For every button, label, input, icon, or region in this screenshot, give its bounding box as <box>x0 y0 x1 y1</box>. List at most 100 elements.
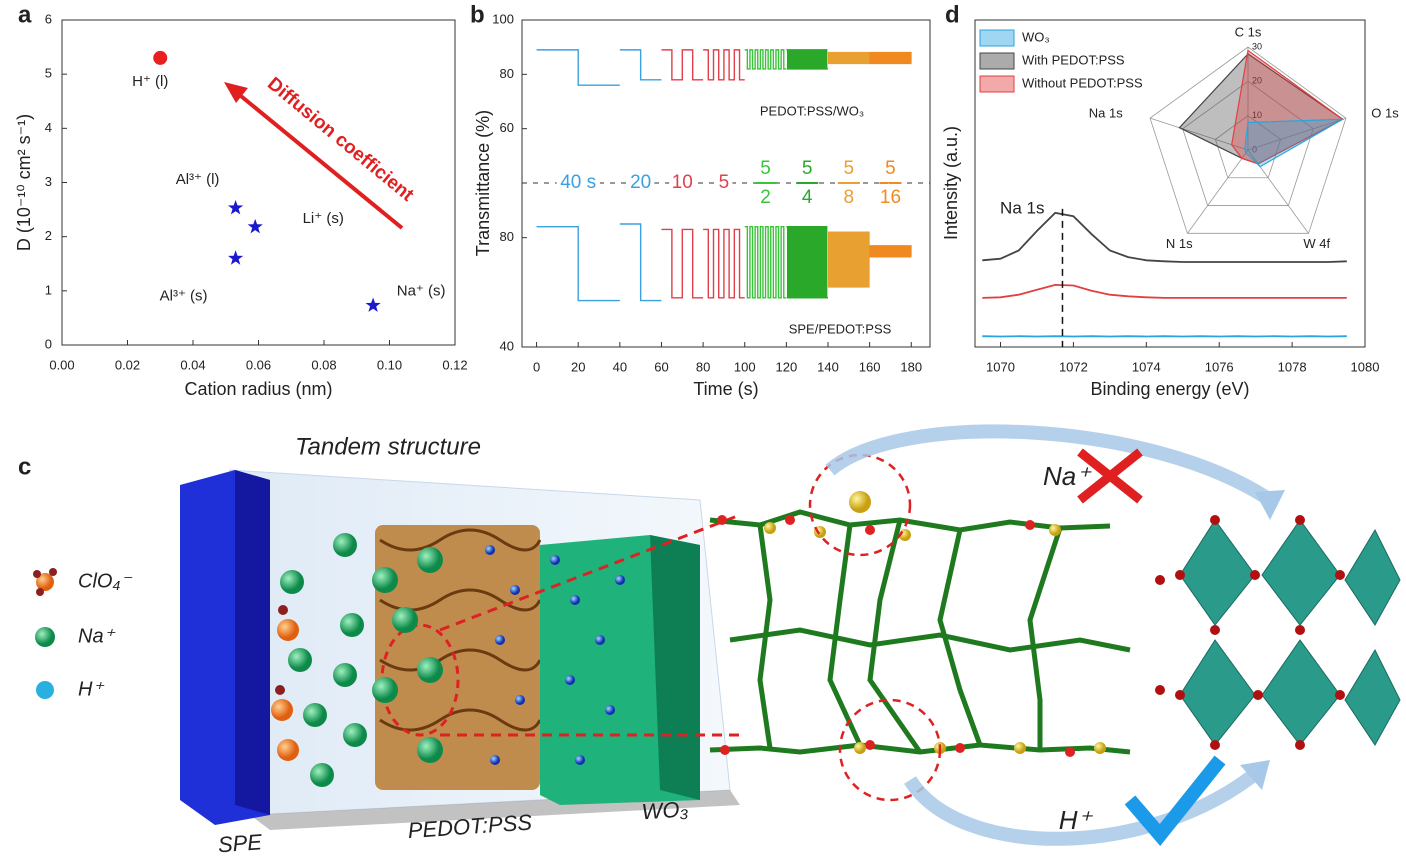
panel-letter: c <box>18 453 31 480</box>
x-tick-label: 80 <box>696 359 710 374</box>
radar-tick-label: 30 <box>1252 41 1262 51</box>
x-axis-title: Cation radius (nm) <box>184 379 332 399</box>
period-label: 5 <box>719 172 730 193</box>
x-tick-label: 160 <box>859 359 881 374</box>
square-wave <box>745 50 787 69</box>
x-tick-label: 40 <box>613 359 627 374</box>
x-tick-label: 1076 <box>1205 359 1234 374</box>
x-tick-label: 140 <box>817 359 839 374</box>
y-tick-label: 2 <box>45 228 52 243</box>
y-tick-label: 0 <box>45 336 52 351</box>
x-tick-label: 100 <box>734 359 756 374</box>
series-label: PEDOT:PSS/WO₃ <box>760 103 864 118</box>
square-wave <box>537 50 620 85</box>
annotation: Diffusion coefficient <box>263 73 418 206</box>
square-wave <box>703 50 745 80</box>
x-tick-label: 0.02 <box>115 357 140 372</box>
legend-swatch <box>980 30 1014 46</box>
x-tick-label: 1078 <box>1278 359 1307 374</box>
y-tick-label: 3 <box>45 174 52 189</box>
tandem-artwork <box>33 431 1400 838</box>
y-tick-label: 40 <box>500 338 514 353</box>
square-wave <box>828 232 870 287</box>
panel-letter: b <box>470 1 485 28</box>
square-wave <box>661 229 703 297</box>
y-tick-label: 80 <box>500 66 514 81</box>
series-label: SPE/PEDOT:PSS <box>789 321 892 336</box>
figure: a0.000.020.040.060.080.100.120123456Cati… <box>0 0 1406 859</box>
period-label: 8 <box>844 187 855 208</box>
y-tick-label: 60 <box>500 120 514 135</box>
point-label: Li⁺ (s) <box>303 210 344 227</box>
legend-label: ClO₄⁻ <box>78 570 132 592</box>
period-label: 20 <box>630 172 651 193</box>
y-axis-title: Transmittance (%) <box>473 110 493 256</box>
x-tick-label: 1072 <box>1059 359 1088 374</box>
legend-label: WO₃ <box>1022 29 1050 44</box>
point-label: Al³⁺ (l) <box>176 171 220 188</box>
y-tick-label: 100 <box>492 11 514 26</box>
diagram-title: Tandem structure <box>295 433 481 460</box>
period-label: 5 <box>885 158 896 179</box>
square-wave <box>870 53 912 64</box>
period-label: 40 s <box>560 172 596 193</box>
x-tick-label: 1070 <box>986 359 1015 374</box>
layer-label: SPE <box>217 829 263 857</box>
radar-axis-label: N 1s <box>1166 236 1193 251</box>
x-axis-title: Binding energy (eV) <box>1090 379 1249 399</box>
legend-label: Na⁺ <box>78 625 116 647</box>
x-tick-label: 0.04 <box>180 357 205 372</box>
period-label: 5 <box>802 158 813 179</box>
x-tick-label: 180 <box>900 359 922 374</box>
square-wave <box>828 53 870 64</box>
radar-spoke <box>1187 150 1248 233</box>
square-wave <box>620 50 662 80</box>
square-wave <box>703 229 745 297</box>
radar-axis-label: Na 1s <box>1089 105 1123 120</box>
square-wave <box>661 50 703 80</box>
x-tick-label: 0.06 <box>246 357 271 372</box>
x-tick-label: 0.00 <box>49 357 74 372</box>
period-label: 4 <box>802 187 813 208</box>
radar-axis-label: C 1s <box>1235 24 1262 39</box>
square-wave <box>745 227 787 298</box>
period-label: 2 <box>760 187 771 208</box>
panel-letter: d <box>945 1 960 28</box>
point-label: H⁺ (l) <box>132 73 168 90</box>
spectrum-line <box>982 213 1347 262</box>
square-wave <box>537 227 620 301</box>
ion-label: H⁺ <box>1059 805 1094 835</box>
legend-label: Without PEDOT:PSS <box>1022 75 1143 90</box>
radar-axis-label: W 4f <box>1303 236 1330 251</box>
y-axis-title: Intensity (a.u.) <box>941 126 961 240</box>
x-axis-title: Time (s) <box>693 379 758 399</box>
spectrum-line <box>982 285 1347 298</box>
legend-swatch <box>980 53 1014 69</box>
y-tick-label: 6 <box>45 11 52 26</box>
layer-label: WO₃ <box>641 796 690 824</box>
square-wave <box>786 227 828 298</box>
legend-label: H⁺ <box>78 678 104 700</box>
y-tick-label: 1 <box>45 282 52 297</box>
period-label: 16 <box>880 187 901 208</box>
square-wave <box>786 50 828 69</box>
data-point <box>248 219 263 234</box>
y-tick-label: 80 <box>500 229 514 244</box>
x-tick-label: 20 <box>571 359 585 374</box>
legend-label: With PEDOT:PSS <box>1022 52 1125 67</box>
x-tick-label: 1074 <box>1132 359 1161 374</box>
x-tick-label: 0 <box>533 359 540 374</box>
data-point <box>153 51 167 65</box>
data-point <box>228 200 243 214</box>
x-tick-label: 0.12 <box>442 357 467 372</box>
ion-label: Na⁺ <box>1043 461 1092 491</box>
legend-swatch <box>980 76 1014 92</box>
data-point <box>228 250 243 264</box>
period-label: 10 <box>672 172 693 193</box>
y-tick-label: 5 <box>45 66 52 81</box>
square-wave <box>870 246 912 257</box>
period-label: 5 <box>760 158 771 179</box>
x-tick-label: 1080 <box>1351 359 1380 374</box>
x-tick-label: 0.10 <box>377 357 402 372</box>
x-tick-label: 0.08 <box>311 357 336 372</box>
